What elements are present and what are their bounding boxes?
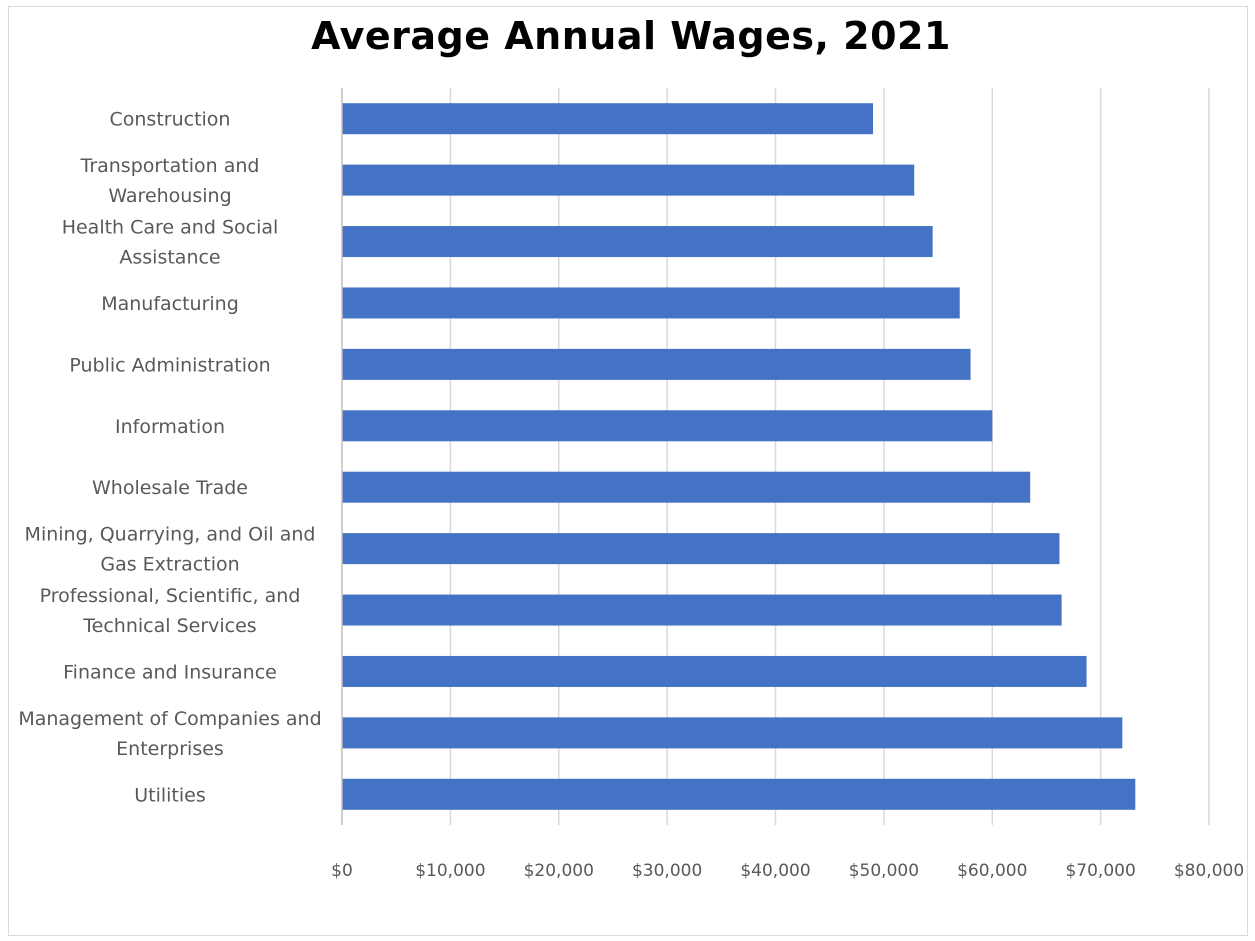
category-label: Mining, Quarrying, and Oil and Gas Extrac…	[25, 524, 316, 576]
category-label: Public Administration	[69, 354, 270, 376]
category-label: Professional, Scientific, and Technical S…	[40, 585, 301, 637]
category-label: Wholesale Trade	[92, 477, 248, 499]
x-tick-label: $0	[331, 861, 353, 881]
bar	[342, 103, 874, 135]
x-tick-label: $70,000	[1065, 861, 1135, 881]
bar	[342, 226, 933, 258]
bar	[342, 533, 1060, 565]
x-tick-label: $10,000	[415, 861, 485, 881]
category-label: Utilities	[134, 784, 206, 806]
category-label: Management of Companies and Enterprises	[18, 708, 321, 760]
category-label: Health Care and Social Assistance	[62, 217, 279, 269]
bar	[342, 410, 993, 442]
x-tick-label: $20,000	[524, 861, 594, 881]
bar	[342, 717, 1123, 749]
x-tick-label: $40,000	[740, 861, 810, 881]
bar	[342, 348, 971, 380]
bar	[342, 164, 915, 196]
x-tick-label: $30,000	[632, 861, 702, 881]
bar	[342, 778, 1136, 810]
x-tick-label: $60,000	[957, 861, 1027, 881]
chart-title: Average Annual Wages, 2021	[311, 14, 951, 58]
bar	[342, 594, 1062, 626]
x-tick-label: $50,000	[849, 861, 919, 881]
category-label: Transportation and Warehousing	[80, 155, 260, 207]
x-tick-label: $80,000	[1174, 861, 1244, 881]
bar	[342, 655, 1087, 687]
bar	[342, 471, 1031, 503]
category-label: Information	[115, 416, 225, 438]
category-label: Finance and Insurance	[63, 661, 277, 683]
bar	[342, 287, 960, 319]
category-label: Construction	[110, 109, 231, 131]
category-label: Manufacturing	[101, 293, 239, 315]
